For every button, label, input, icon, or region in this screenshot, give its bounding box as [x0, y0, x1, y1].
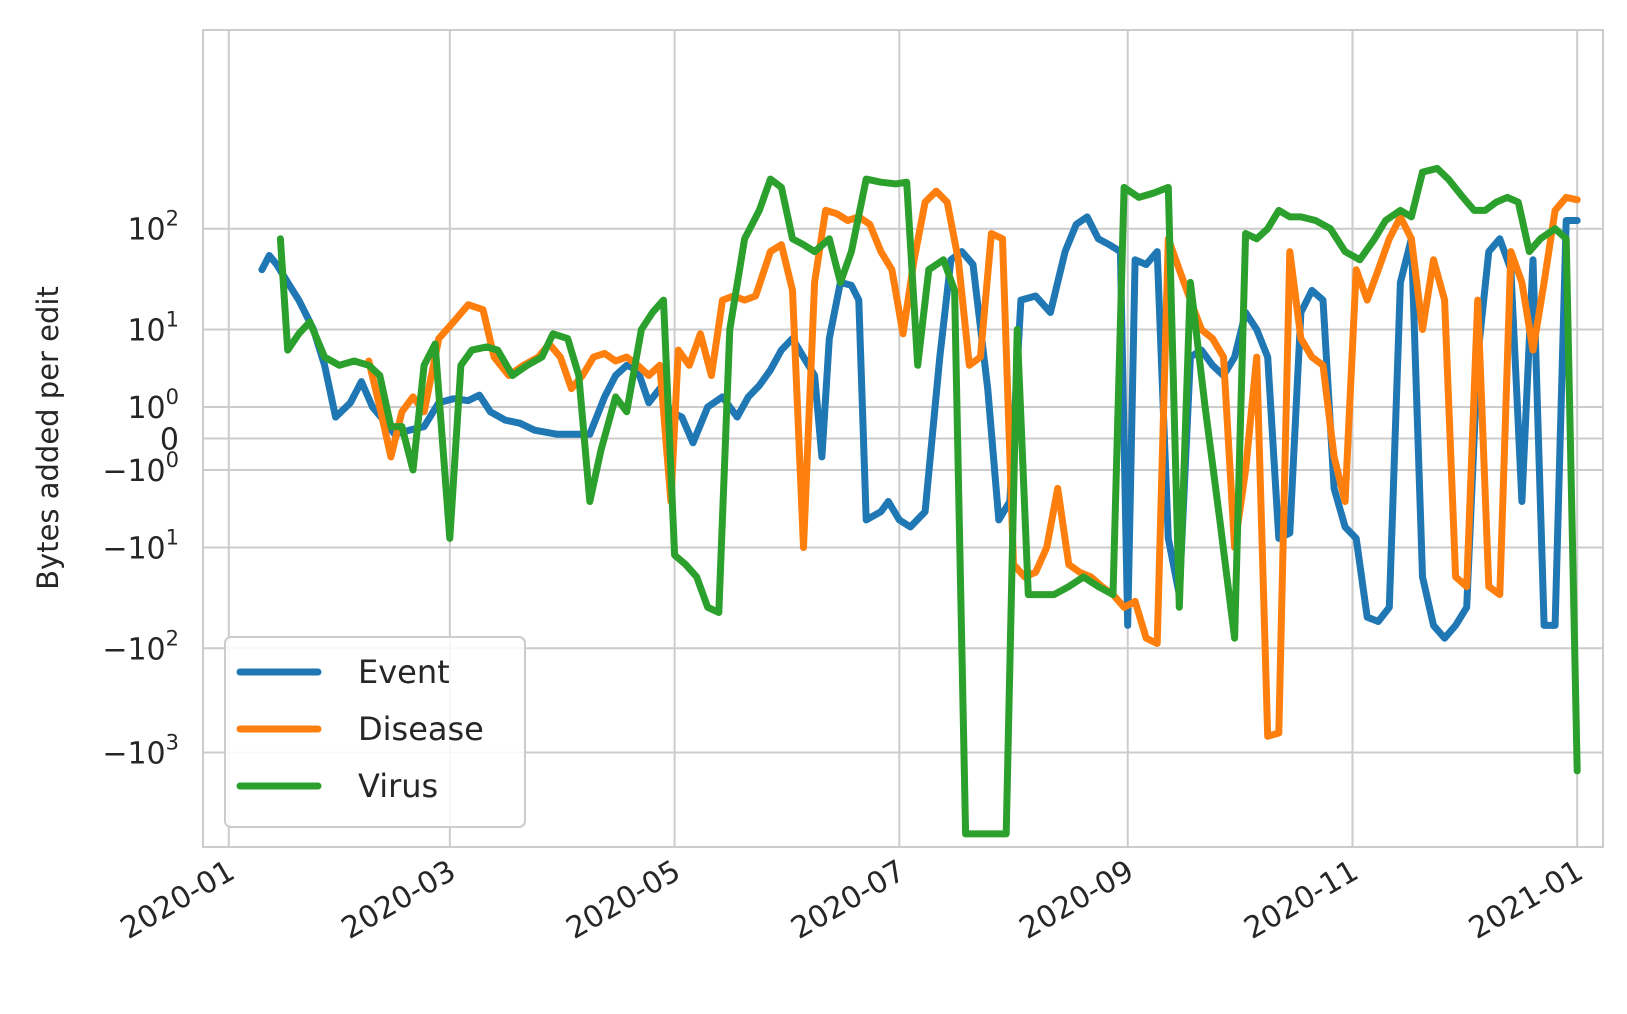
x-tick-label: 2020-11 [1238, 854, 1364, 947]
legend-label-event: Event [358, 653, 450, 691]
x-axis: 2020-01 2020-03 2020-05 2020-07 2020-09 2020-… [115, 854, 1589, 947]
x-tick-label: 2020-05 [561, 854, 687, 947]
x-tick-label: 2020-03 [336, 854, 462, 947]
y-tick-label: −103 [102, 731, 179, 772]
series-line-disease [365, 187, 1581, 740]
x-tick-label: 2020-01 [115, 854, 241, 947]
x-tick-label: 2021-01 [1463, 854, 1589, 947]
legend-label-disease: Disease [358, 710, 484, 748]
y-tick-label: 100 [127, 385, 179, 426]
y-tick-label: −101 [102, 525, 179, 566]
series-lines [258, 164, 1581, 838]
legend-label-virus: Virus [358, 767, 438, 805]
y-tick-label: 102 [127, 207, 179, 248]
y-tick-label: 101 [127, 308, 179, 349]
legend-box [224, 636, 526, 828]
y-tick-label: −100 [102, 448, 179, 489]
y-tick-label: −102 [102, 626, 179, 667]
series-line-virus [276, 164, 1581, 838]
y-tick-label: 0 [160, 423, 179, 458]
x-tick-label: 2020-09 [1014, 854, 1140, 947]
series-line-event [258, 213, 1581, 642]
legend: Event Disease Virus [224, 636, 526, 828]
y-axis-label: Bytes added per edit [31, 286, 65, 590]
x-tick-label: 2020-07 [785, 854, 911, 947]
